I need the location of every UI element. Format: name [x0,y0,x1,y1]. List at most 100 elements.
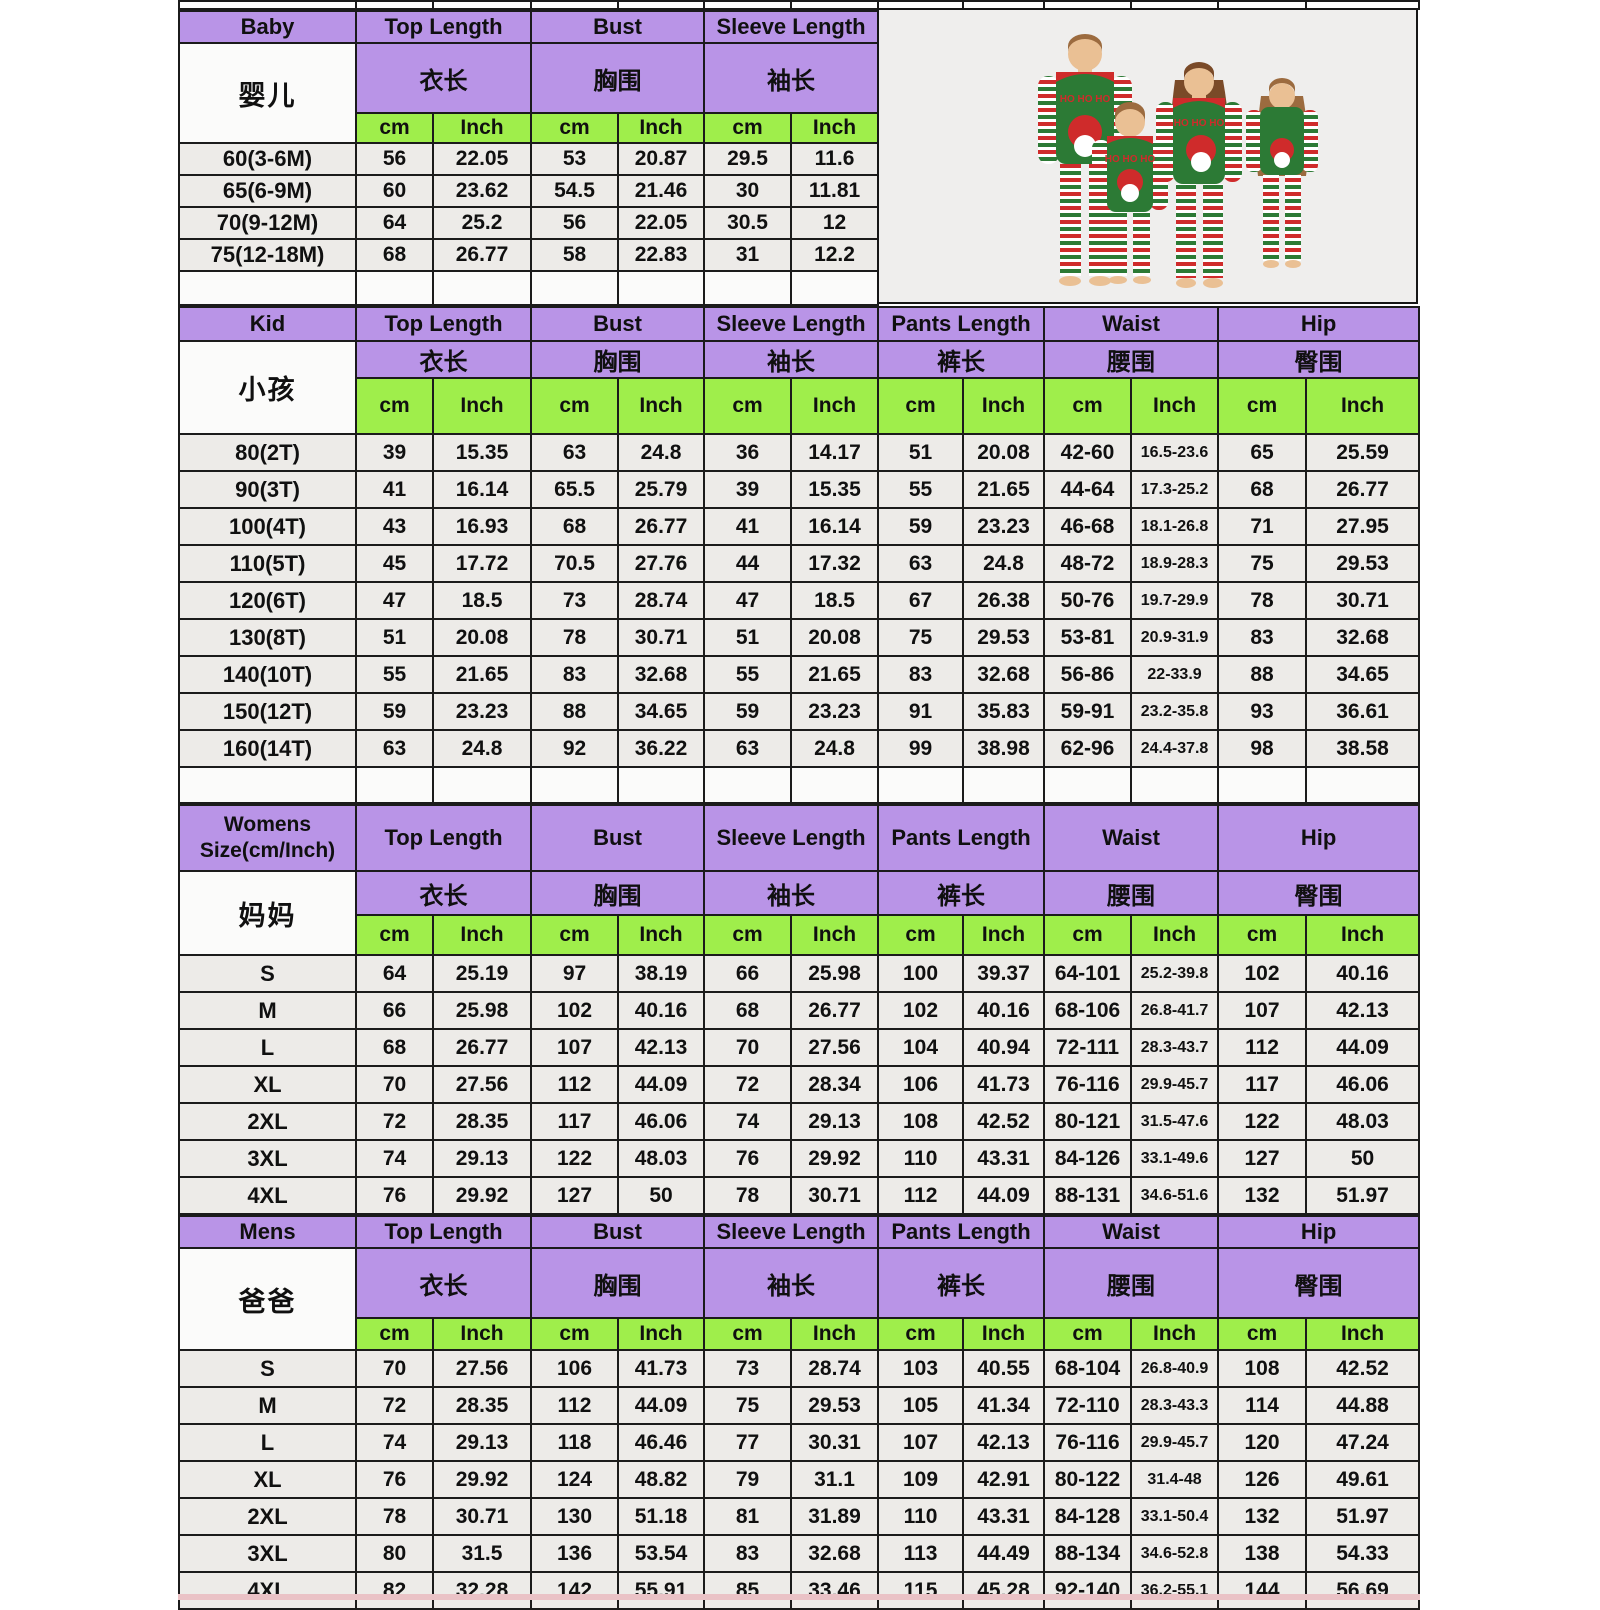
measure-header: Hip [1217,306,1421,342]
value-cell: 51.18 [616,1497,706,1536]
value-cell: 132 [1217,1176,1308,1215]
value-cell: 26.38 [962,581,1046,620]
value-cell: 29.13 [432,1423,532,1462]
unit-header: Inch [962,914,1046,956]
value-cell: 117 [530,1102,619,1141]
value-cell: 48.03 [1305,1102,1421,1141]
empty-cell [790,766,880,804]
value-cell: 68-104 [1043,1349,1133,1388]
value-cell: 84-128 [1043,1497,1133,1536]
size-label: 2XL [178,1497,357,1536]
value-cell: 65 [1217,433,1308,472]
unit-header: Inch [616,112,706,144]
value-cell: 15.35 [432,433,532,472]
value-cell: 51 [703,618,793,657]
measure-header-cn: 衣长 [355,870,532,916]
value-cell: 97 [530,954,619,993]
value-cell: 72 [355,1386,434,1425]
value-cell: 63 [530,433,619,472]
value-cell: 72-110 [1043,1386,1133,1425]
value-cell: 11.6 [790,142,880,176]
value-cell: 91 [877,692,965,731]
value-cell: 70 [355,1349,434,1388]
strip-cell [355,0,434,10]
value-cell: 23.23 [790,692,880,731]
size-label: L [178,1028,357,1067]
value-cell: 34.65 [616,692,706,731]
strip-cell [617,0,705,10]
value-cell: 71 [1217,507,1308,546]
value-cell: 28.74 [790,1349,880,1388]
value-cell: 47 [703,581,793,620]
value-cell: 44.88 [1305,1386,1421,1425]
measure-header: Waist [1043,1215,1220,1249]
value-cell: 29.92 [432,1176,532,1215]
value-cell: 42.91 [962,1460,1046,1499]
value-cell: 144 [1217,1571,1308,1610]
measure-header: Sleeve Length [703,10,880,44]
value-cell: 51 [355,618,434,657]
value-cell: 33.46 [790,1571,880,1610]
unit-header: Inch [616,377,706,435]
value-cell: 99 [877,729,965,768]
value-cell: 39 [703,470,793,509]
value-cell: 41.73 [616,1349,706,1388]
strip-cell [178,0,357,10]
measure-header: Pants Length [877,804,1046,872]
measure-header-cn: 腰围 [1043,340,1220,379]
value-cell: 27.76 [616,544,706,583]
value-cell: 27.95 [1305,507,1421,546]
kid-section-label: Kid [178,306,357,342]
value-cell: 20.08 [790,618,880,657]
value-cell: 92 [530,729,619,768]
value-cell: 25.98 [790,954,880,993]
value-cell: 26.77 [790,991,880,1030]
value-cell: 29.13 [790,1102,880,1141]
value-cell: 72-111 [1043,1028,1133,1067]
value-cell: 55 [355,655,434,694]
value-cell: 127 [1217,1139,1308,1178]
value-cell: 76 [355,1176,434,1215]
empty-cell [877,766,965,804]
empty-cell [355,270,434,306]
value-cell: 11.81 [790,174,880,208]
value-cell: 114 [1217,1386,1308,1425]
value-cell: 25.98 [432,991,532,1030]
unit-header: cm [877,914,965,956]
value-cell: 79 [703,1460,793,1499]
unit-header: Inch [616,914,706,956]
value-cell: 83 [877,655,965,694]
value-cell: 46.46 [616,1423,706,1462]
value-cell: 21.65 [962,470,1046,509]
unit-header: cm [703,1317,793,1351]
value-cell: 48.03 [616,1139,706,1178]
value-cell: 18.5 [432,581,532,620]
size-label: L [178,1423,357,1462]
value-cell: 58 [530,238,619,272]
value-cell: 100 [877,954,965,993]
value-cell: 81 [703,1497,793,1536]
value-cell: 18.9-28.3 [1130,544,1220,583]
value-cell: 21.46 [616,174,706,208]
empty-cell [530,766,619,804]
value-cell: 43 [355,507,434,546]
kid-size-table: Kid Top Length Bust Sleeve Length Pants Leng… [178,306,1421,804]
size-tables: Baby Top Length Bust Sleeve Length 婴儿 衣长 胸围 袖长 c… [178,10,1421,1610]
unit-header: cm [530,377,619,435]
unit-header: cm [1217,1317,1308,1351]
unit-header: Inch [432,112,532,144]
value-cell: 83 [1217,618,1308,657]
measure-header-cn: 胸围 [529,42,706,114]
value-cell: 28.35 [432,1386,532,1425]
value-cell: 78 [530,618,619,657]
value-cell: 16.5-23.6 [1130,433,1220,472]
value-cell: 56-86 [1043,655,1133,694]
value-cell: 17.72 [432,544,532,583]
value-cell: 46-68 [1043,507,1133,546]
value-cell: 49.61 [1305,1460,1421,1499]
value-cell: 27.56 [432,1065,532,1104]
value-cell: 30 [703,174,793,208]
value-cell: 45 [355,544,434,583]
size-label: 160(14T) [178,729,357,768]
value-cell: 32.28 [432,1571,532,1610]
